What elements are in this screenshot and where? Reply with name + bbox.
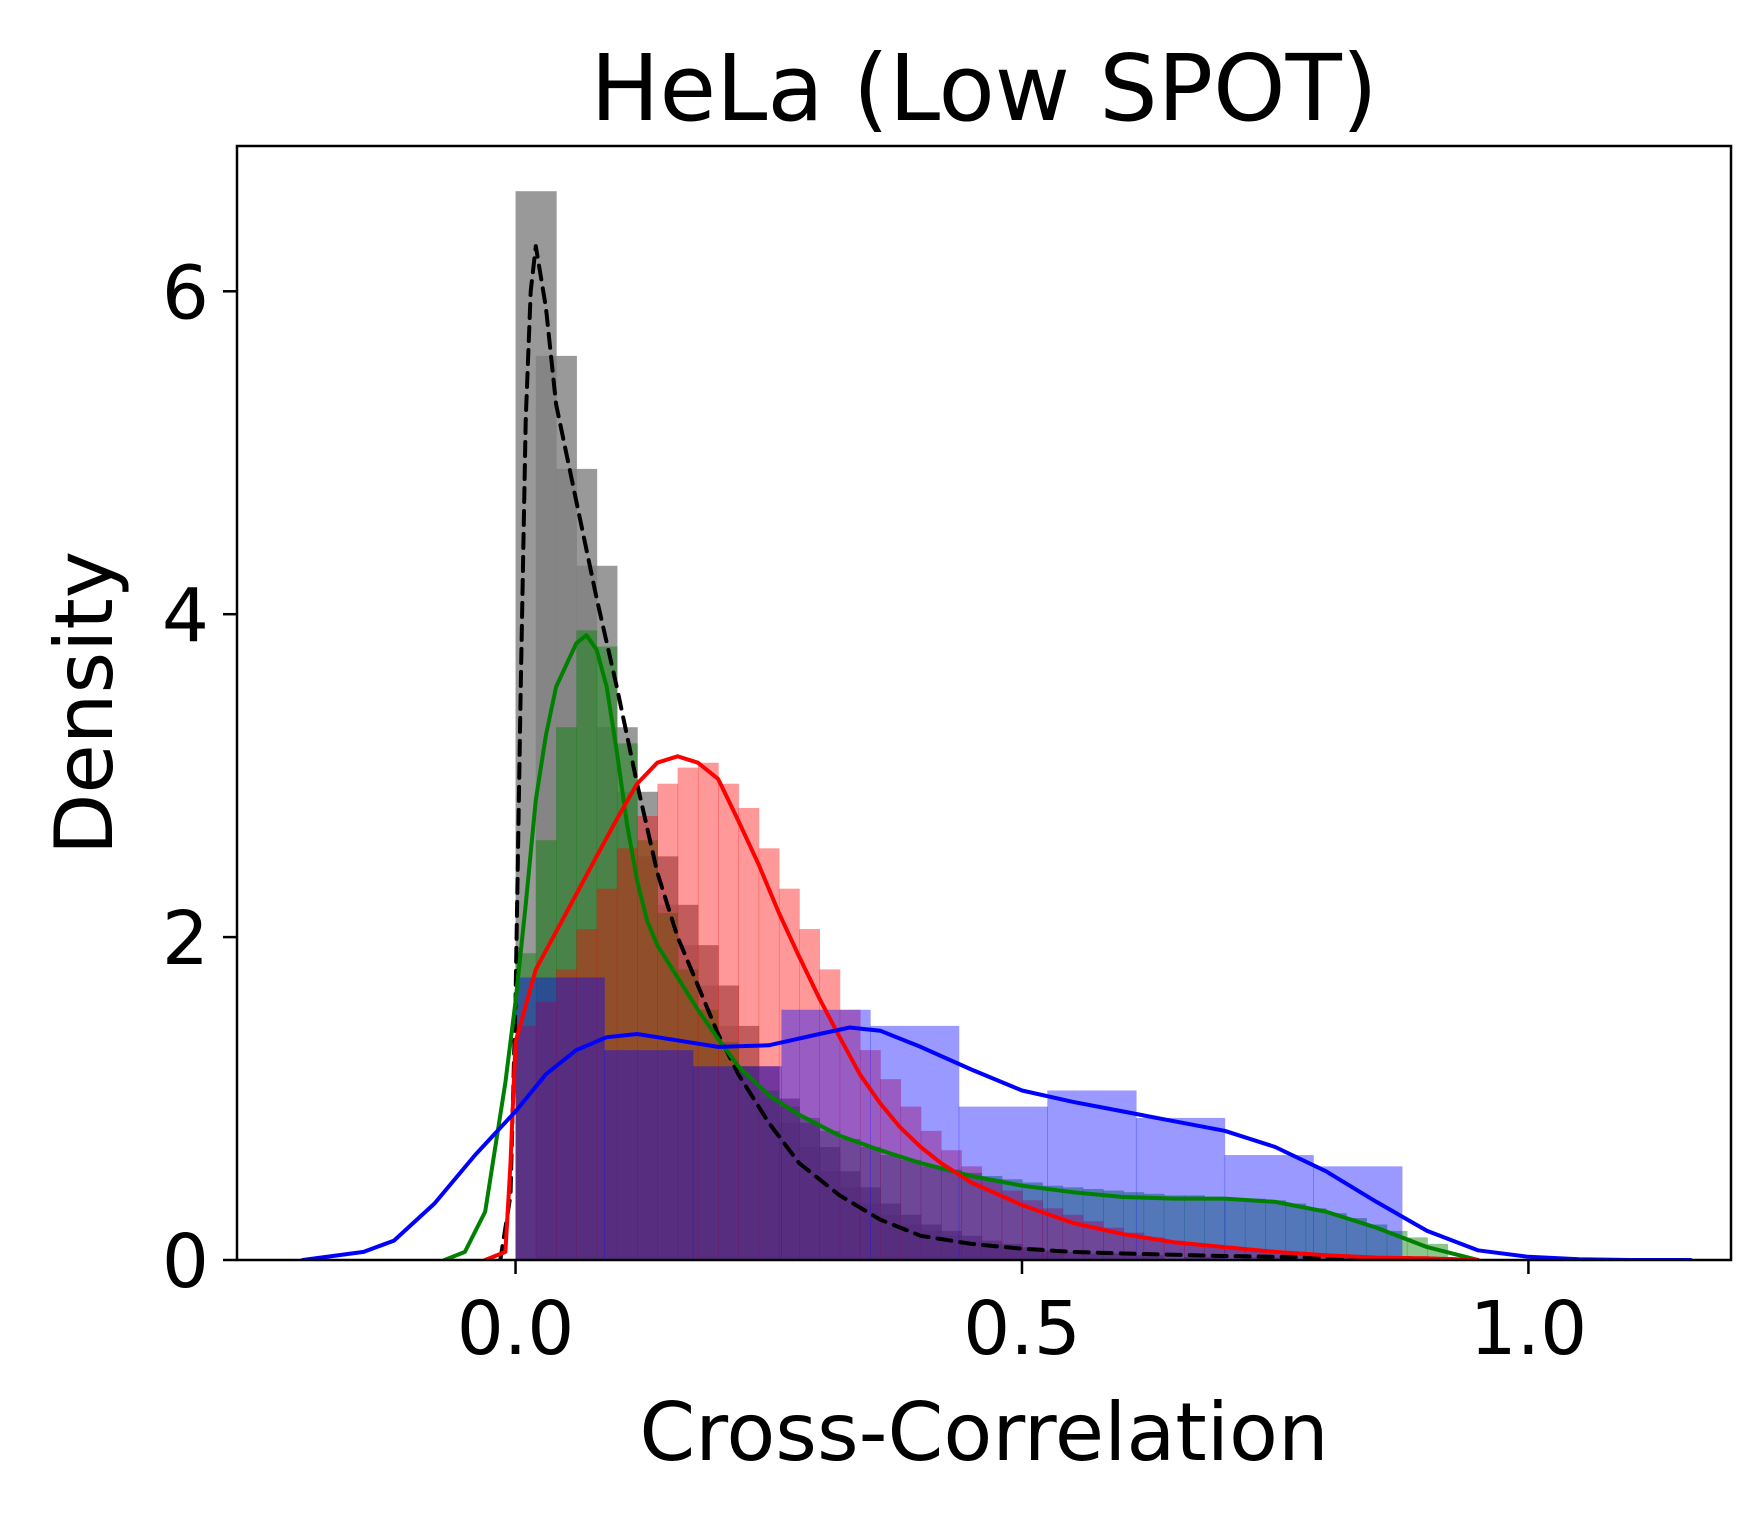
histogram-bar	[961, 1166, 983, 1260]
kde-line-2	[483, 754, 1480, 1260]
histogram-bar	[940, 1169, 962, 1260]
histogram-bar	[718, 783, 739, 1260]
histogram-bar	[799, 1117, 821, 1260]
histogram-bar	[1285, 1203, 1307, 1260]
histogram-bar	[535, 1001, 557, 1260]
histogram-bar	[576, 630, 598, 1260]
chart-title: HeLa (Low SPOT)	[590, 35, 1377, 142]
histogram-bar	[940, 1150, 962, 1260]
histogram-bar	[1123, 1255, 1165, 1260]
histogram-0	[515, 191, 1367, 1260]
histogram-bar	[738, 807, 760, 1260]
histogram-bar	[1001, 1190, 1023, 1260]
x-tick-label: 0.5	[963, 1286, 1081, 1372]
x-axis-label: Cross-Correlation	[639, 1386, 1328, 1479]
histogram-bar	[778, 888, 800, 1260]
histogram-bar	[657, 783, 679, 1260]
x-axis: 0.0 0.5 1.0	[457, 1260, 1588, 1372]
histogram-bar	[1305, 1208, 1327, 1260]
histogram-bar	[880, 1155, 902, 1260]
x-tick-label: 1.0	[1470, 1286, 1588, 1372]
histogram-bar	[556, 727, 577, 1260]
histogram-bar	[961, 1172, 983, 1260]
kde-line-0	[498, 244, 1480, 1260]
histogram-bar	[1082, 1188, 1104, 1260]
histogram-bar	[738, 1066, 760, 1260]
plot-frame	[235, 144, 1733, 1262]
kde-line-3	[300, 1025, 1693, 1260]
kde-line-layer	[300, 244, 1693, 1260]
histogram-bar	[839, 1138, 861, 1260]
histogram-bar	[515, 977, 605, 1260]
histogram-bar	[859, 1146, 881, 1260]
histogram-bar	[535, 840, 557, 1260]
histogram-bar	[556, 969, 577, 1260]
histogram-bar	[1244, 1250, 1266, 1260]
y-tick-label: 6	[162, 250, 209, 336]
histogram-bar	[1224, 1198, 1246, 1260]
histogram-layer	[515, 191, 1448, 1260]
histogram-bar	[1042, 1185, 1064, 1260]
histogram-bar	[1184, 1256, 1226, 1260]
histogram-bar	[697, 1009, 719, 1260]
histogram-bar	[1082, 1221, 1104, 1260]
histogram-bar	[819, 969, 841, 1260]
histogram-bar	[616, 848, 638, 1260]
histogram-bar	[1244, 1198, 1266, 1260]
histogram-bar	[1366, 1224, 1388, 1260]
histogram-bar	[1103, 1190, 1124, 1260]
histogram-bar	[781, 1009, 871, 1260]
histogram-bar	[692, 1066, 783, 1260]
histogram-bar	[1143, 1193, 1165, 1260]
histogram-bar	[657, 912, 679, 1260]
y-tick-label: 2	[162, 896, 209, 982]
histogram-bar	[1265, 1200, 1286, 1260]
histogram-bar	[758, 848, 780, 1260]
histogram-bar	[1346, 1218, 1367, 1260]
histogram-bar	[1265, 1251, 1286, 1260]
histogram-bar	[596, 888, 618, 1260]
y-axis-label: Density	[38, 551, 131, 855]
histogram-bar	[1135, 1117, 1226, 1260]
x-tick-label: 0.0	[457, 1286, 575, 1372]
histogram-bar	[1042, 1251, 1084, 1260]
histogram-bar	[515, 1025, 537, 1260]
histogram-bar	[819, 1130, 841, 1260]
histogram-bar	[859, 1050, 881, 1260]
histogram-bar	[1047, 1090, 1137, 1260]
histogram-bar	[616, 743, 638, 1260]
histogram-bar	[637, 840, 658, 1260]
histogram-bar	[1021, 1200, 1043, 1260]
histogram-bar	[677, 767, 699, 1260]
histogram-bar	[1082, 1253, 1124, 1260]
histogram-bar	[604, 1050, 694, 1260]
histogram-bar	[718, 1042, 739, 1260]
y-tick-label: 0	[162, 1219, 209, 1305]
plot-area	[300, 191, 1693, 1260]
histogram-bar	[981, 1179, 1003, 1260]
histogram-1	[515, 630, 1448, 1260]
y-tick-label: 4	[162, 573, 209, 659]
histogram-bar	[1042, 1208, 1064, 1260]
histogram-bar	[1325, 1213, 1347, 1260]
histogram-bar	[596, 646, 618, 1260]
histogram-bar	[637, 816, 658, 1260]
y-axis: 0 2 4 6	[162, 250, 237, 1305]
kde-line-1	[442, 633, 1480, 1260]
histogram-bar	[1123, 1192, 1145, 1260]
histogram-bar	[576, 929, 598, 1260]
histogram-bar	[981, 1176, 1003, 1260]
histogram-bar	[1021, 1182, 1043, 1260]
